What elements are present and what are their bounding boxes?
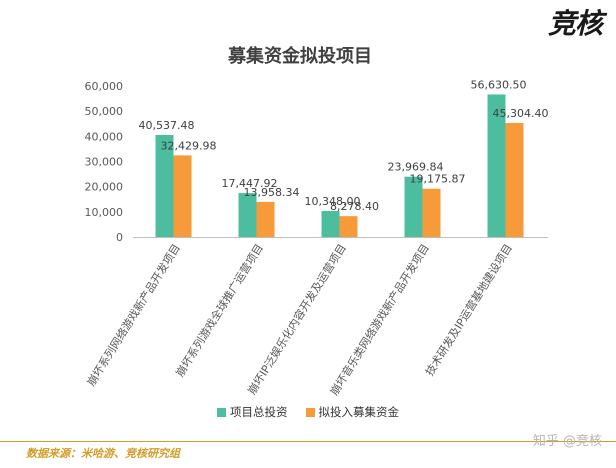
- legend-item-total: 项目总投资: [217, 404, 288, 420]
- bar-raised: [256, 201, 275, 237]
- y-tick-label: 0: [116, 231, 123, 244]
- bar-raised: [422, 188, 441, 237]
- data-label: 23,969.84: [388, 161, 444, 174]
- bar-raised: [173, 155, 192, 237]
- bar-total: [321, 210, 340, 237]
- watermark: 知乎 @竞核: [532, 434, 602, 449]
- y-tick-label: 20,000: [85, 181, 124, 194]
- bar-total: [487, 94, 506, 237]
- data-label: 10,348.00: [305, 195, 361, 208]
- bars-layer: [155, 94, 524, 237]
- legend-item-raised: 拟投入募集资金: [305, 404, 400, 420]
- data-label: 8,278.40: [330, 200, 379, 213]
- legend-swatch-total: [217, 407, 226, 417]
- y-tick-label: 60,000: [85, 80, 124, 93]
- chart-legend: 项目总投资 拟投入募集资金: [0, 404, 616, 420]
- y-tick-label: 40,000: [85, 130, 124, 143]
- labels-layer: 40,537.48 17,447.92 10,348.00 23,969.84 56,6…: [139, 78, 549, 213]
- x-category-label: 崩坏系列网络游戏新产品开发项目: [84, 241, 183, 388]
- y-tick-label: 50,000: [85, 105, 124, 118]
- x-category-label: 技术研发及IP运营基地建设项目: [422, 241, 515, 378]
- x-category-label: 崩坏系列游戏全球推广运营项目: [173, 241, 266, 379]
- data-label: 45,304.40: [493, 107, 549, 120]
- bar-raised: [505, 122, 524, 237]
- bar-total: [155, 134, 174, 237]
- legend-label-raised: 拟投入募集资金: [318, 405, 400, 419]
- brand-logo: 竞核: [547, 7, 603, 40]
- y-tick-label: 10,000: [85, 206, 124, 219]
- bar-raised: [339, 216, 358, 237]
- bar-chart: 募集资金拟投项目 0 10,000 20,000 30,000 40,000 50,000…: [84, 45, 549, 398]
- legend-label-total: 项目总投资: [230, 405, 288, 419]
- data-label: 56,630.50: [471, 78, 527, 91]
- x-category-label: 崩坏IP泛娱乐化内容开发及运营项目: [244, 241, 349, 397]
- source-divider: [0, 441, 616, 442]
- data-label: 13,958.34: [244, 186, 300, 199]
- x-category-label: 崩坏音乐类网络游戏新产品开发项目: [327, 241, 432, 398]
- bar-total: [404, 176, 423, 237]
- bar-total: [238, 193, 257, 237]
- chart-title: 募集资金拟投项目: [227, 45, 372, 67]
- source-note: 数据来源：米哈游、竞核研究组: [26, 447, 180, 460]
- data-label: 19,175.87: [410, 173, 466, 186]
- data-label: 32,429.98: [161, 139, 217, 152]
- legend-swatch-raised: [305, 407, 315, 417]
- y-tick-label: 30,000: [85, 156, 124, 169]
- data-label: 17,447.92: [222, 177, 278, 190]
- data-label: 40,537.48: [139, 119, 195, 132]
